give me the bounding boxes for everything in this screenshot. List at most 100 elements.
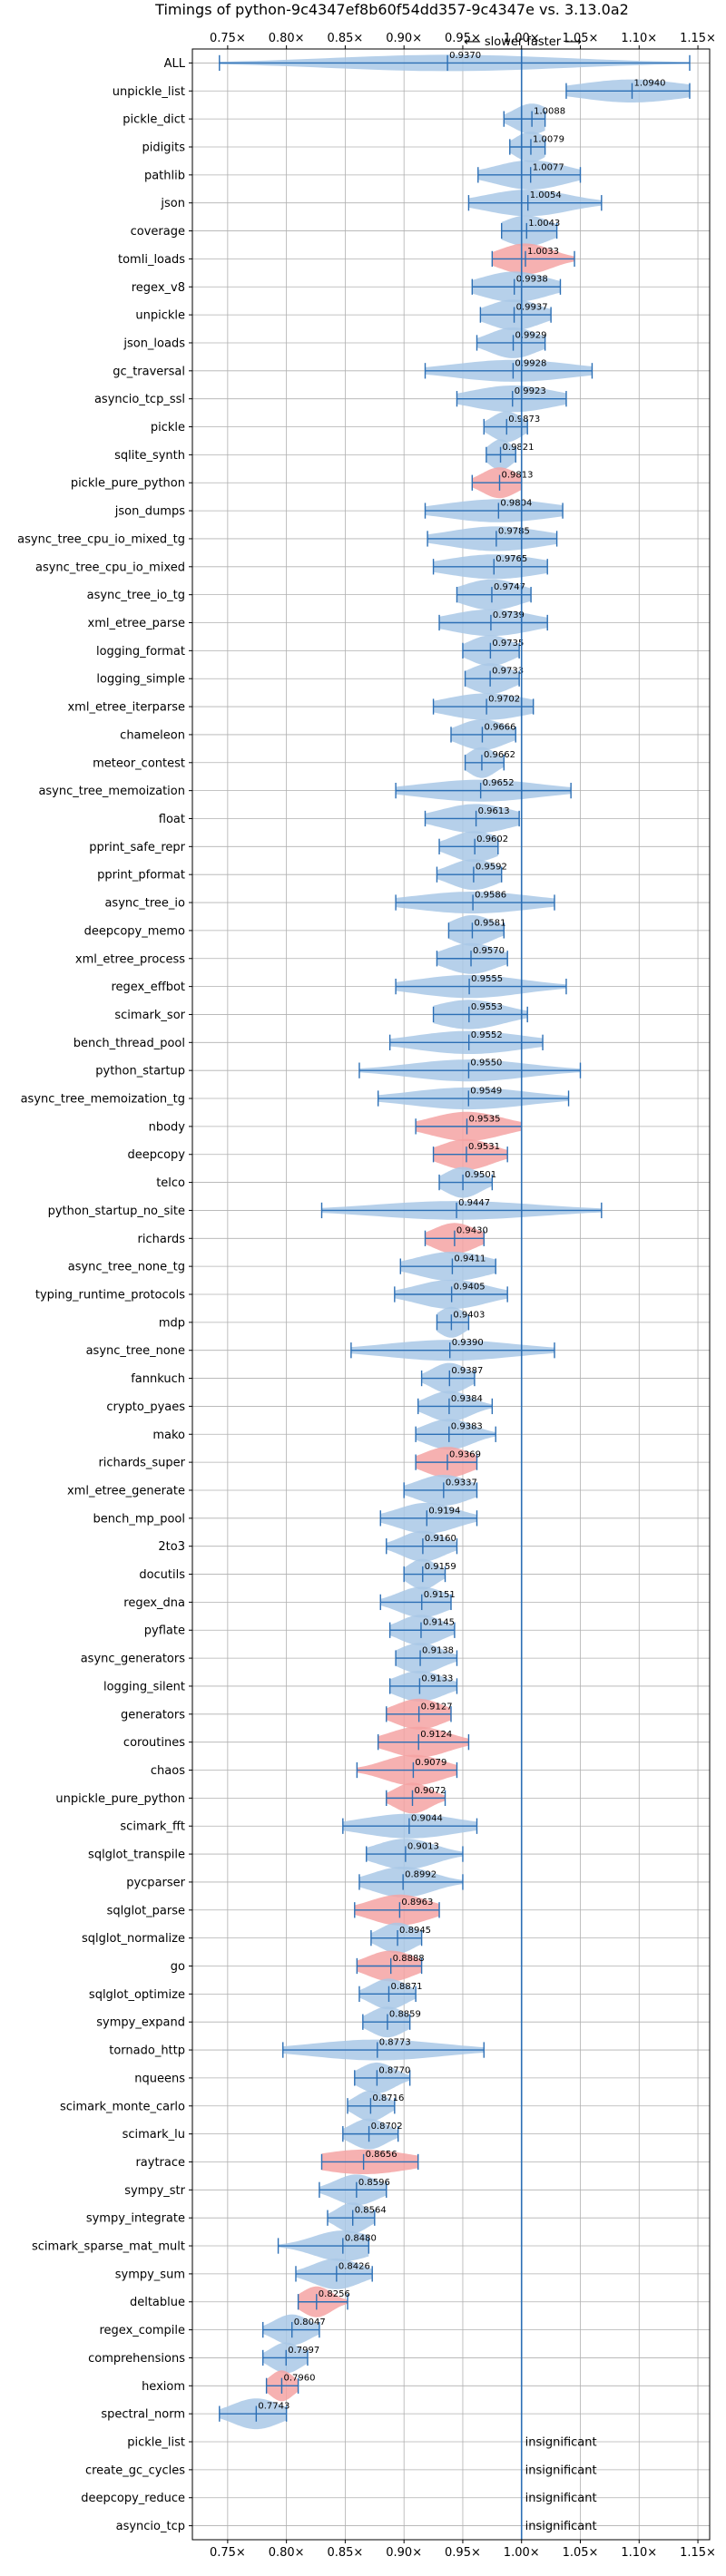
value-label: 0.9747 bbox=[494, 582, 525, 592]
benchmark-label: mdp bbox=[159, 1316, 185, 1330]
benchmark-label: gc_traversal bbox=[113, 365, 185, 378]
value-label: 0.9602 bbox=[476, 834, 508, 844]
benchmark-label: scimark_lu bbox=[123, 2128, 185, 2142]
benchmark-label: deltablue bbox=[130, 2296, 185, 2309]
benchmark-label: logging_format bbox=[96, 645, 185, 659]
value-label: 0.9194 bbox=[428, 1506, 460, 1516]
benchmark-label: pathlib bbox=[144, 169, 185, 182]
value-label: 0.9133 bbox=[421, 1673, 453, 1683]
value-label: 1.0077 bbox=[533, 162, 564, 172]
value-label: 0.9383 bbox=[451, 1422, 483, 1432]
benchmark-label: scimark_monte_carlo bbox=[60, 2100, 185, 2113]
value-label: 0.8716 bbox=[372, 2093, 404, 2103]
value-label: 0.8047 bbox=[294, 2317, 326, 2327]
benchmark-label: sqlglot_transpile bbox=[88, 1849, 185, 1862]
benchmark-label: tomli_loads bbox=[118, 253, 185, 267]
benchmark-label: coroutines bbox=[123, 1736, 185, 1750]
benchmark-label: regex_effbot bbox=[111, 981, 185, 994]
value-label: 0.9384 bbox=[451, 1394, 483, 1404]
benchmark-label: nqueens bbox=[134, 2072, 185, 2085]
benchmark-label: regex_dna bbox=[123, 1596, 185, 1610]
benchmark-label: pidigits bbox=[142, 141, 186, 154]
benchmark-label: telco bbox=[156, 1176, 185, 1190]
benchmark-label: chameleon bbox=[120, 728, 185, 742]
value-label: 1.0043 bbox=[528, 219, 560, 229]
value-label: 0.9923 bbox=[515, 386, 546, 396]
value-label: 0.8888 bbox=[393, 1954, 425, 1964]
value-label: 0.9873 bbox=[508, 415, 540, 424]
benchmark-label: deepcopy bbox=[127, 1148, 185, 1162]
value-label: 1.0088 bbox=[534, 107, 565, 117]
benchmark-label: unpickle_list bbox=[113, 85, 185, 99]
value-label: 0.9447 bbox=[458, 1198, 490, 1208]
value-label: 0.8656 bbox=[366, 2150, 397, 2160]
benchmark-label: float bbox=[159, 813, 185, 826]
value-label: 0.9044 bbox=[411, 1814, 443, 1824]
benchmark-label: sympy_expand bbox=[96, 2016, 185, 2030]
value-label: 0.9804 bbox=[500, 499, 532, 509]
benchmark-label: scimark_fft bbox=[120, 1820, 185, 1834]
x-tick-label-top: 1.00× bbox=[504, 32, 540, 45]
value-label: 0.9501 bbox=[465, 1170, 496, 1180]
benchmark-label: spectral_norm bbox=[101, 2408, 185, 2422]
benchmark-label: deepcopy_memo bbox=[84, 924, 185, 938]
benchmark-label: richards_super bbox=[98, 1457, 185, 1470]
value-label: 1.0054 bbox=[530, 190, 562, 200]
benchmark-label: async_tree_memoization bbox=[38, 785, 185, 798]
value-label: 0.9553 bbox=[471, 1002, 503, 1012]
value-label: 0.9581 bbox=[474, 918, 505, 928]
value-label: 0.9013 bbox=[407, 1842, 439, 1852]
value-label-layer: 0.9370 1.0940 1.0088 1.0079 1.0077 1.0054 1.00… bbox=[258, 51, 665, 2533]
benchmark-label: richards bbox=[138, 1233, 186, 1246]
value-label: 0.9072 bbox=[415, 1786, 446, 1796]
value-label: 0.9124 bbox=[420, 1730, 452, 1740]
benchmark-label: regex_v8 bbox=[132, 281, 185, 295]
benchmark-label: sympy_str bbox=[124, 2184, 185, 2198]
benchmark-label: async_tree_cpu_io_mixed_tg bbox=[17, 532, 185, 546]
value-label: 0.8426 bbox=[338, 2261, 370, 2271]
x-tick-label-bottom: 1.15× bbox=[680, 2546, 716, 2560]
value-label: 0.8770 bbox=[378, 2065, 410, 2075]
benchmark-label: json_loads bbox=[123, 337, 185, 350]
x-tick-label-top: 0.90× bbox=[386, 32, 422, 45]
benchmark-label: python_startup bbox=[95, 1065, 185, 1078]
value-label: 0.9552 bbox=[471, 1030, 503, 1040]
benchmark-label: xml_etree_process bbox=[75, 952, 185, 966]
value-label: 0.8773 bbox=[379, 2038, 411, 2048]
value-label: 0.9785 bbox=[498, 526, 530, 536]
benchmark-label: async_tree_memoization_tg bbox=[21, 1093, 185, 1107]
value-label: 0.9813 bbox=[502, 471, 534, 481]
value-label: 0.9702 bbox=[488, 695, 520, 705]
value-label: 0.9405 bbox=[454, 1282, 486, 1292]
x-tick-label-bottom: 1.00× bbox=[504, 2546, 540, 2560]
value-label: 0.9613 bbox=[478, 806, 510, 816]
benchmark-label: pprint_safe_repr bbox=[89, 841, 185, 854]
benchmark-label: pickle_pure_python bbox=[71, 477, 185, 491]
insignificant-label: insignificant bbox=[525, 2492, 597, 2505]
value-label: 0.9929 bbox=[515, 330, 547, 340]
benchmark-label: sympy_sum bbox=[115, 2268, 185, 2281]
value-label: 0.8596 bbox=[358, 2178, 390, 2188]
benchmark-label: sympy_integrate bbox=[86, 2212, 185, 2226]
benchmark-label: async_tree_none bbox=[86, 1344, 185, 1358]
benchmark-label: create_gc_cycles bbox=[85, 2464, 185, 2477]
benchmark-label: asyncio_tcp bbox=[116, 2520, 185, 2533]
benchmark-label: typing_runtime_protocols bbox=[35, 1289, 185, 1303]
value-label: 0.9652 bbox=[483, 778, 515, 788]
chart-title: Timings of python-9c4347ef8b60f54dd357-9… bbox=[154, 1, 629, 18]
value-label: 0.8992 bbox=[405, 1869, 437, 1879]
axis-layer: 0.75× 0.75× 0.80× 0.80× 0.85× 0.85× 0.90× 0.90×… bbox=[17, 32, 716, 2560]
benchmark-label: hexiom bbox=[142, 2380, 185, 2394]
x-tick-label-bottom: 0.85× bbox=[327, 2546, 363, 2560]
value-label: 1.0940 bbox=[634, 79, 666, 89]
value-label: 0.9403 bbox=[453, 1310, 485, 1320]
benchmark-label: ALL bbox=[164, 57, 186, 71]
benchmark-label: 2to3 bbox=[158, 1540, 185, 1554]
value-label: 0.9390 bbox=[452, 1338, 484, 1348]
value-label: 0.7997 bbox=[288, 2346, 319, 2356]
value-label: 0.8480 bbox=[345, 2233, 377, 2243]
value-label: 0.8859 bbox=[389, 2010, 421, 2020]
benchmark-label: docutils bbox=[139, 1568, 185, 1582]
benchmark-label: scimark_sor bbox=[114, 1009, 185, 1022]
value-label: 0.9370 bbox=[449, 51, 481, 61]
